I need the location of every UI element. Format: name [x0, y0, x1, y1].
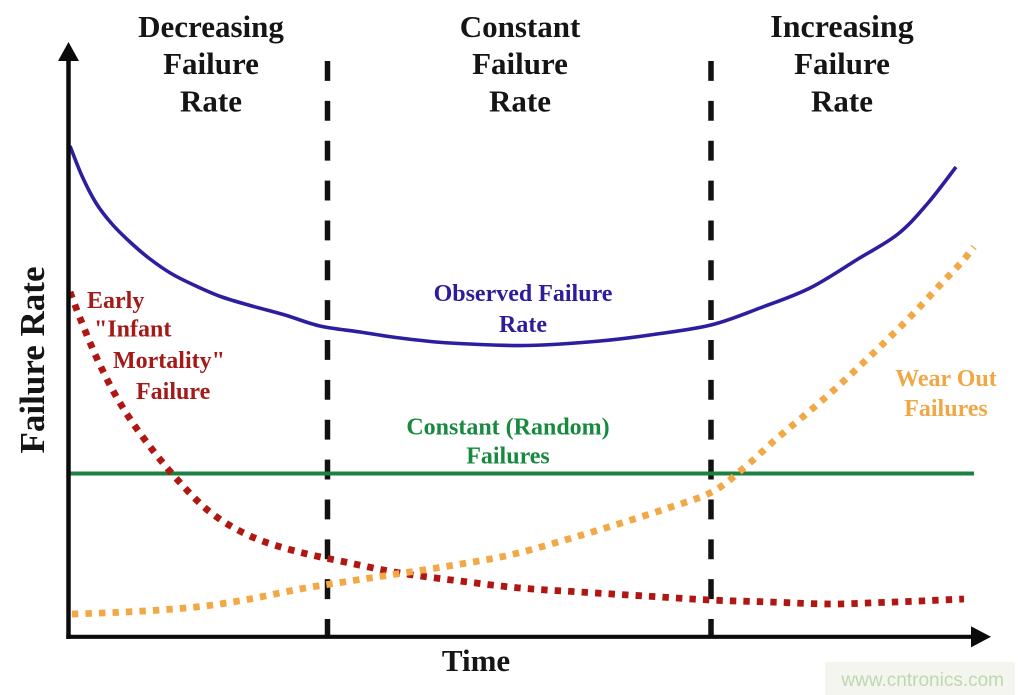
svg-text:Increasing: Increasing [770, 8, 913, 44]
svg-text:Constant: Constant [460, 9, 581, 44]
svg-text:Failure Rate: Failure Rate [13, 267, 52, 454]
svg-text:Failures: Failures [466, 444, 550, 470]
svg-text:Failure: Failure [163, 46, 259, 81]
svg-text:Time: Time [442, 643, 510, 678]
svg-text:Rate: Rate [489, 84, 551, 119]
svg-text:Rate: Rate [499, 312, 547, 338]
svg-text:Failures: Failures [904, 396, 988, 422]
svg-text:Early: Early [87, 288, 144, 314]
svg-text:Failure: Failure [794, 46, 890, 81]
svg-text:Constant (Random): Constant (Random) [406, 415, 609, 441]
svg-text:Failure: Failure [136, 379, 211, 405]
svg-text:Failure: Failure [472, 46, 568, 81]
svg-text:Decreasing: Decreasing [138, 9, 284, 44]
svg-text:Rate: Rate [811, 84, 873, 119]
svg-text:Observed Failure: Observed Failure [434, 281, 613, 307]
svg-text:"Infant: "Infant [94, 317, 171, 343]
svg-text:www.cntronics.com: www.cntronics.com [840, 670, 1004, 691]
svg-text:Rate: Rate [180, 84, 242, 119]
svg-text:Mortality": Mortality" [113, 348, 225, 374]
svg-text:Wear Out: Wear Out [895, 366, 997, 392]
